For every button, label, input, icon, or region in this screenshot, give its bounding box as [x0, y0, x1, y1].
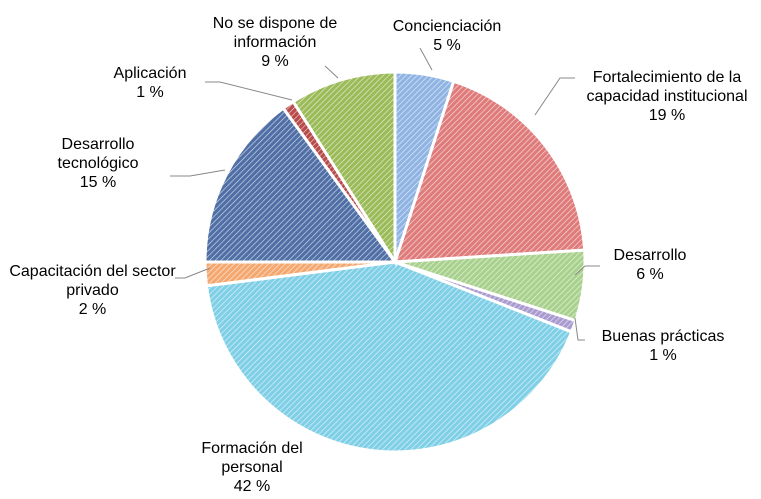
- slice-label: Concienciación 5 %: [392, 18, 502, 54]
- leader-line: [574, 317, 585, 341]
- leader-line: [534, 77, 575, 116]
- leader-line: [205, 81, 293, 101]
- pie-slice: [204, 260, 574, 454]
- slice-label: Desarrollo 6 %: [613, 247, 687, 283]
- leader-line: [419, 47, 433, 71]
- leader-line: [574, 265, 600, 276]
- leader-line: [170, 169, 226, 177]
- slice-label: Formación del personal 42 %: [201, 440, 303, 495]
- slice-label: Aplicación 1 %: [113, 65, 187, 101]
- slice-label: Buenas prácticas 1 %: [601, 328, 725, 364]
- slice-label: No se dispone de información 9 %: [212, 15, 338, 70]
- slice-label: Desarrollo tecnológico 15 %: [57, 136, 139, 191]
- leader-line: [175, 267, 211, 279]
- pie-slice: [203, 106, 398, 264]
- pie-slice: [291, 70, 397, 268]
- slice-label: Fortalecimiento de la capacidad instituc…: [586, 69, 748, 124]
- pie-slice: [392, 79, 587, 264]
- slice-label: Capacitación del sector privado 2 %: [9, 263, 176, 318]
- leader-line: [324, 65, 339, 79]
